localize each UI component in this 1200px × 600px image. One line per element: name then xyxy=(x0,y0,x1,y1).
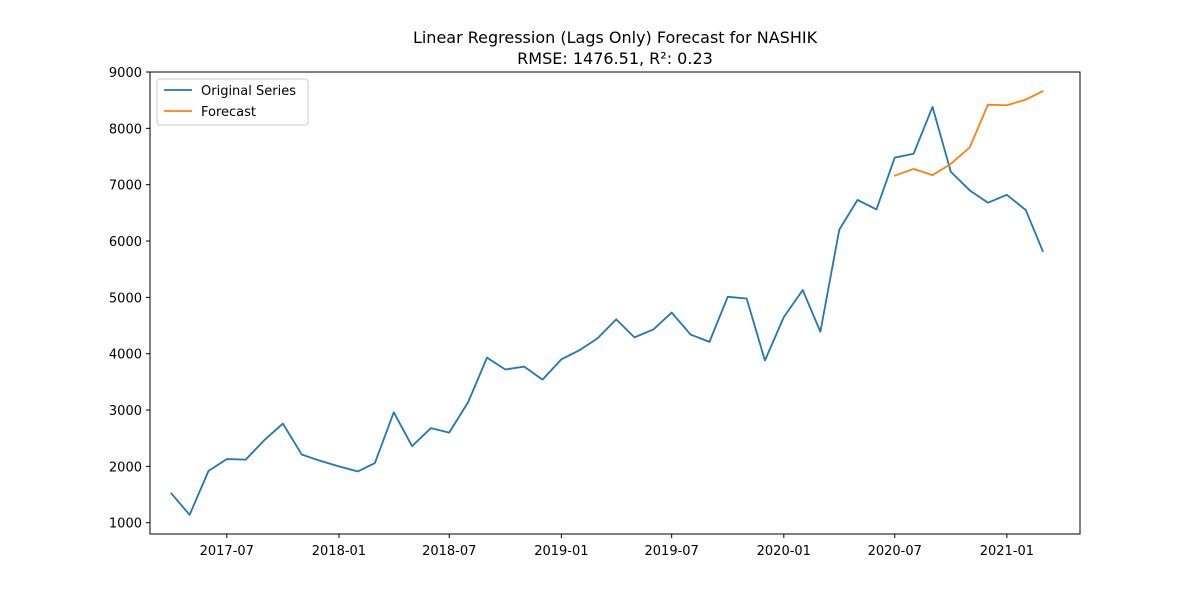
y-tick-label: 6000 xyxy=(109,235,142,250)
x-axis: 2017-07 2018-01 2018-07 2019-01 2019-07 2020-… xyxy=(200,534,1034,559)
plot-frame xyxy=(149,71,1081,535)
x-tick-label: 2019-07 xyxy=(645,544,699,559)
series-line-forecast xyxy=(893,90,1044,177)
legend-frame xyxy=(156,78,309,126)
legend: Original Series Forecast xyxy=(156,78,309,126)
x-tick-label: 2018-07 xyxy=(422,544,476,559)
y-tick-label: 5000 xyxy=(109,291,142,306)
legend-label-forecast: Forecast xyxy=(201,105,256,120)
y-tick-label: 2000 xyxy=(109,460,142,475)
y-tick-label: 8000 xyxy=(109,122,142,137)
series-line-original-series xyxy=(170,106,1044,516)
x-tick-label: 2018-01 xyxy=(312,544,366,559)
x-tick-label: 2019-01 xyxy=(534,544,588,559)
x-tick-label: 2021-01 xyxy=(980,544,1034,559)
y-tick-label: 4000 xyxy=(109,348,142,363)
y-axis: 1000 2000 3000 4000 5000 6000 7000 8000 9000 xyxy=(109,66,150,532)
legend-label-original-series: Original Series xyxy=(201,84,296,99)
x-tick-label: 2020-07 xyxy=(868,544,922,559)
y-tick-label: 3000 xyxy=(109,404,142,419)
chart-title: Linear Regression (Lags Only) Forecast f… xyxy=(413,28,818,47)
chart-subtitle: RMSE: 1476.51, R²: 0.23 xyxy=(517,49,713,68)
y-tick-label: 9000 xyxy=(109,66,142,81)
x-tick-label: 2020-01 xyxy=(757,544,811,559)
plot-area: 2017-07 2018-01 2018-07 2019-01 2019-07 2020-… xyxy=(109,66,1081,559)
series-layer xyxy=(170,90,1044,516)
y-tick-label: 7000 xyxy=(109,179,142,194)
x-tick-label: 2017-07 xyxy=(200,544,254,559)
y-tick-label: 1000 xyxy=(109,517,142,532)
